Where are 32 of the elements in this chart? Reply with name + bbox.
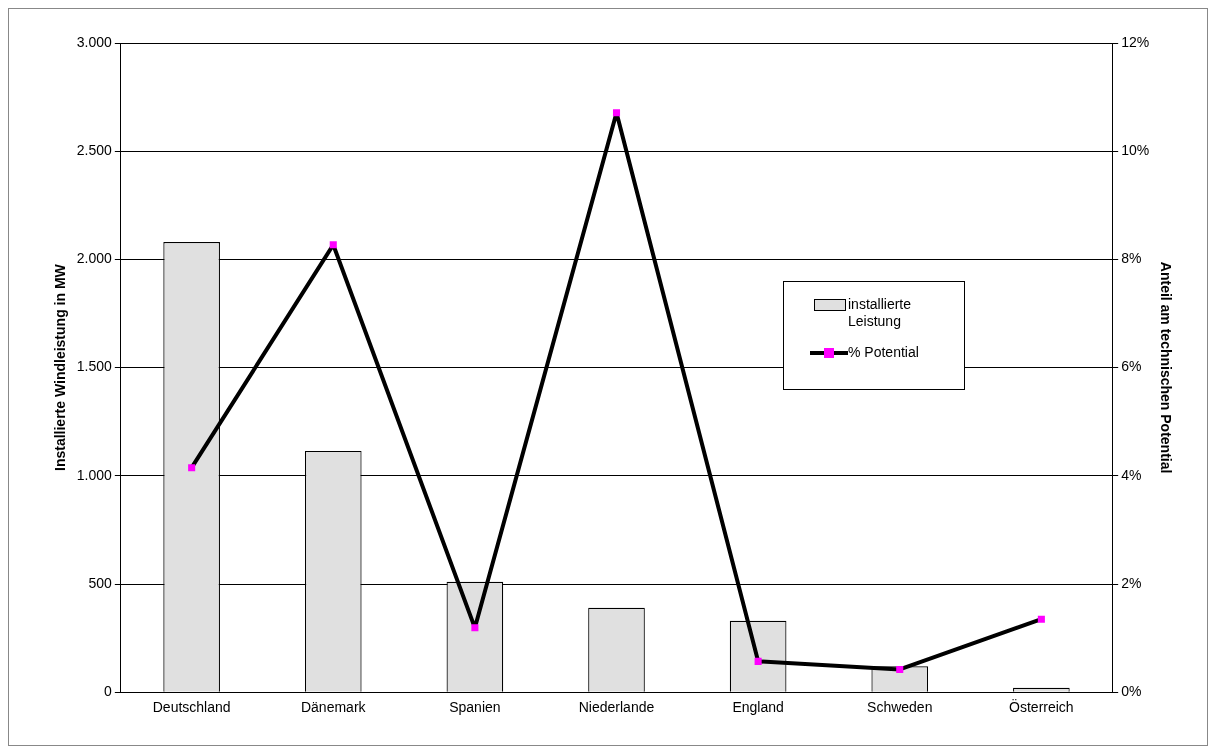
- y2-tick-label: 2%: [1121, 574, 1142, 591]
- x-tick-label: Deutschland: [152, 699, 231, 716]
- point: [754, 657, 762, 665]
- x-tick-label: Schweden: [867, 699, 933, 716]
- x-tick-label: Spanien: [449, 699, 501, 716]
- y2-tick-label: 6%: [1121, 358, 1142, 375]
- point: [1037, 615, 1045, 623]
- y2-tick-label: 10%: [1121, 142, 1150, 159]
- point: [471, 624, 479, 632]
- point: [188, 464, 196, 472]
- legend-label: % Potential: [848, 344, 920, 361]
- y2-tick-label: 4%: [1121, 466, 1142, 483]
- x-tick-label: Dänemark: [300, 699, 367, 716]
- y-tick-label: 1.500: [76, 358, 113, 375]
- point: [896, 665, 904, 674]
- y-tick-label: 2.500: [76, 142, 113, 159]
- y2-tick-label: 0%: [1121, 683, 1142, 700]
- y-tick-label: 3.000: [76, 33, 113, 50]
- x-tick-label: Niederlande: [578, 699, 655, 716]
- y2-axis-title: Anteil am technischen Potential: [1157, 261, 1174, 474]
- y-tick-label: 500: [88, 574, 113, 591]
- y-tick-label: 2.000: [76, 250, 113, 267]
- y-tick-label: 1.000: [76, 466, 113, 483]
- y2-tick-label: 12%: [1121, 33, 1150, 50]
- legend-label: installierte Leistung: [848, 296, 913, 330]
- x-tick-label: Österreich: [1009, 698, 1074, 716]
- x-tick-label: England: [732, 699, 784, 716]
- point: [612, 109, 621, 117]
- y2-tick-label: 8%: [1121, 250, 1142, 267]
- point: [329, 241, 337, 249]
- y-tick-label: 0: [104, 683, 113, 700]
- y-axis-title: Installierte Windleistung in MW: [52, 263, 69, 471]
